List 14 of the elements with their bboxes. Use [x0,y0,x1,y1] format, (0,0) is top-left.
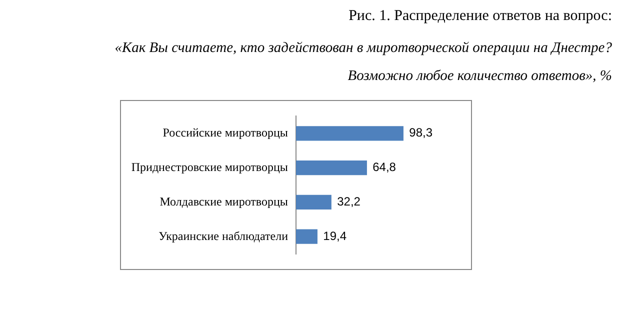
data-label: 64,8 [372,160,396,174]
y-tick-label: Приднестровские миротворцы [131,160,288,174]
y-tick-label: Украинские наблюдатели [158,228,289,243]
data-label: 98,3 [409,126,433,140]
bar [296,126,404,141]
y-tick-label: Российские миротворцы [162,126,288,140]
bar [296,229,318,244]
bar [296,194,332,210]
chart-subtitle: «Как Вы считаете, кто задействован в миротворческой операции на Днестре? Возможно любое количество ответов», % [114,39,612,86]
y-tick-label: Молдавские миротворцы [160,194,288,208]
text: Рис. 1. Распределение ответов на вопрос: [348,8,612,25]
bar [296,160,367,176]
data-label: 32,2 [337,194,361,209]
data-label: 19,4 [323,228,347,243]
